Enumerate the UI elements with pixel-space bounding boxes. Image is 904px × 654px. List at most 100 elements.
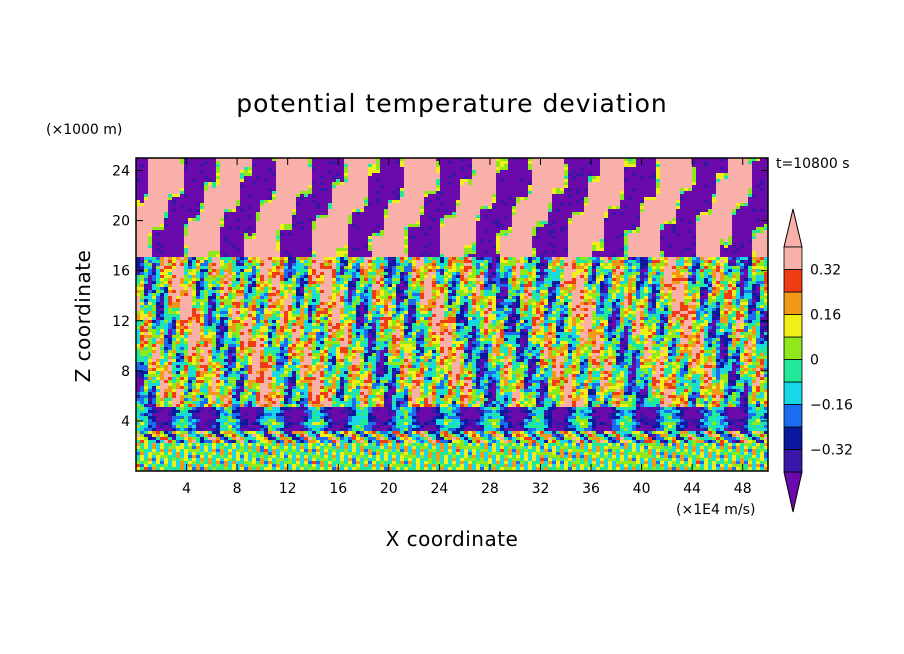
- heatmap-cell: [408, 167, 413, 171]
- heatmap-cell: [316, 185, 321, 189]
- heatmap-cell: [180, 176, 185, 180]
- heatmap-cell: [656, 167, 661, 171]
- heatmap-cell: [384, 200, 389, 204]
- heatmap-cell: [368, 158, 373, 162]
- heatmap-cell: [352, 167, 357, 171]
- heatmap-cell: [572, 170, 577, 174]
- heatmap-cell: [764, 158, 768, 162]
- heatmap-cell: [680, 191, 685, 195]
- heatmap-cell: [196, 170, 201, 174]
- heatmap-cell: [208, 158, 213, 162]
- heatmap-cell: [540, 203, 545, 207]
- heatmap-cell: [268, 173, 273, 177]
- heatmap-cell: [384, 161, 389, 165]
- heatmap-cell: [156, 203, 161, 207]
- heatmap-cell: [196, 164, 201, 168]
- heatmap-cell: [616, 167, 621, 171]
- heatmap-cell: [648, 176, 653, 180]
- heatmap-cell: [672, 194, 677, 198]
- heatmap-cell: [552, 164, 557, 168]
- heatmap-cell: [656, 179, 661, 183]
- heatmap-cell: [208, 191, 213, 195]
- heatmap-cell: [232, 200, 237, 204]
- heatmap-cell: [432, 191, 437, 195]
- heatmap-cell: [260, 191, 265, 195]
- heatmap-cell: [292, 200, 297, 204]
- heatmap-cell: [348, 176, 353, 180]
- heatmap-cell: [508, 203, 513, 207]
- heatmap-cell: [364, 170, 369, 174]
- heatmap-cell: [656, 164, 661, 168]
- heatmap-cell: [152, 161, 157, 165]
- heatmap-cell: [444, 188, 449, 192]
- heatmap-cell: [208, 173, 213, 177]
- heatmap-cell: [676, 185, 681, 189]
- heatmap-cell: [460, 194, 465, 198]
- heatmap-cell: [528, 161, 533, 165]
- heatmap-cell: [584, 197, 589, 201]
- heatmap-cell: [208, 167, 213, 171]
- heatmap-cell: [568, 179, 573, 183]
- heatmap-cell: [688, 200, 693, 204]
- heatmap-cell: [656, 161, 661, 165]
- heatmap-cell: [396, 194, 401, 198]
- heatmap-cell: [672, 188, 677, 192]
- heatmap-cell: [552, 176, 557, 180]
- heatmap-cell: [660, 164, 665, 168]
- heatmap-cell: [336, 185, 341, 189]
- heatmap-cell: [500, 173, 505, 177]
- heatmap-cell: [512, 173, 517, 177]
- heatmap-cell: [668, 185, 673, 189]
- heatmap-cell: [348, 179, 353, 183]
- heatmap-cell: [256, 158, 261, 162]
- heatmap-cell: [304, 188, 309, 192]
- heatmap-cell: [140, 158, 145, 162]
- heatmap-cell: [264, 203, 269, 207]
- heatmap-cell: [616, 158, 621, 162]
- heatmap-cell: [640, 197, 645, 201]
- heatmap-cell: [144, 191, 149, 195]
- heatmap-cell: [472, 182, 477, 186]
- heatmap-cell: [376, 188, 381, 192]
- heatmap-cell: [692, 158, 697, 162]
- heatmap-cell: [440, 170, 445, 174]
- heatmap-cell: [552, 167, 557, 171]
- heatmap-cell: [540, 161, 545, 165]
- heatmap-cell: [220, 185, 225, 189]
- heatmap-cell: [608, 167, 613, 171]
- heatmap-cell: [260, 164, 265, 168]
- heatmap-cell: [280, 170, 285, 174]
- heatmap-cell: [696, 182, 701, 186]
- heatmap-cell: [548, 173, 553, 177]
- heatmap-cell: [644, 164, 649, 168]
- heatmap-cell: [264, 197, 269, 201]
- heatmap-cell: [180, 188, 185, 192]
- heatmap-cell: [576, 158, 581, 162]
- heatmap-cell: [584, 164, 589, 168]
- heatmap-cell: [136, 185, 141, 189]
- heatmap-cell: [572, 197, 577, 201]
- heatmap-cell: [572, 203, 577, 207]
- heatmap-cell: [732, 167, 737, 171]
- heatmap-cell: [408, 173, 413, 177]
- heatmap-cell: [484, 182, 489, 186]
- heatmap-cell: [604, 191, 609, 195]
- heatmap-cell: [236, 170, 241, 174]
- heatmap-cell: [248, 179, 253, 183]
- heatmap-cell: [624, 182, 629, 186]
- heatmap-cell: [604, 161, 609, 165]
- heatmap-cell: [348, 167, 353, 171]
- heatmap-cell: [472, 203, 477, 207]
- heatmap-cell: [224, 191, 229, 195]
- heatmap-cell: [200, 161, 205, 165]
- heatmap-cell: [720, 188, 725, 192]
- heatmap-cell: [380, 185, 385, 189]
- heatmap-cell: [144, 170, 149, 174]
- heatmap-cell: [352, 185, 357, 189]
- heatmap-cell: [636, 188, 641, 192]
- heatmap-cell: [692, 182, 697, 186]
- heatmap-cell: [416, 173, 421, 177]
- heatmap-cell: [448, 161, 453, 165]
- heatmap-cell: [636, 158, 641, 162]
- heatmap-cell: [704, 194, 709, 198]
